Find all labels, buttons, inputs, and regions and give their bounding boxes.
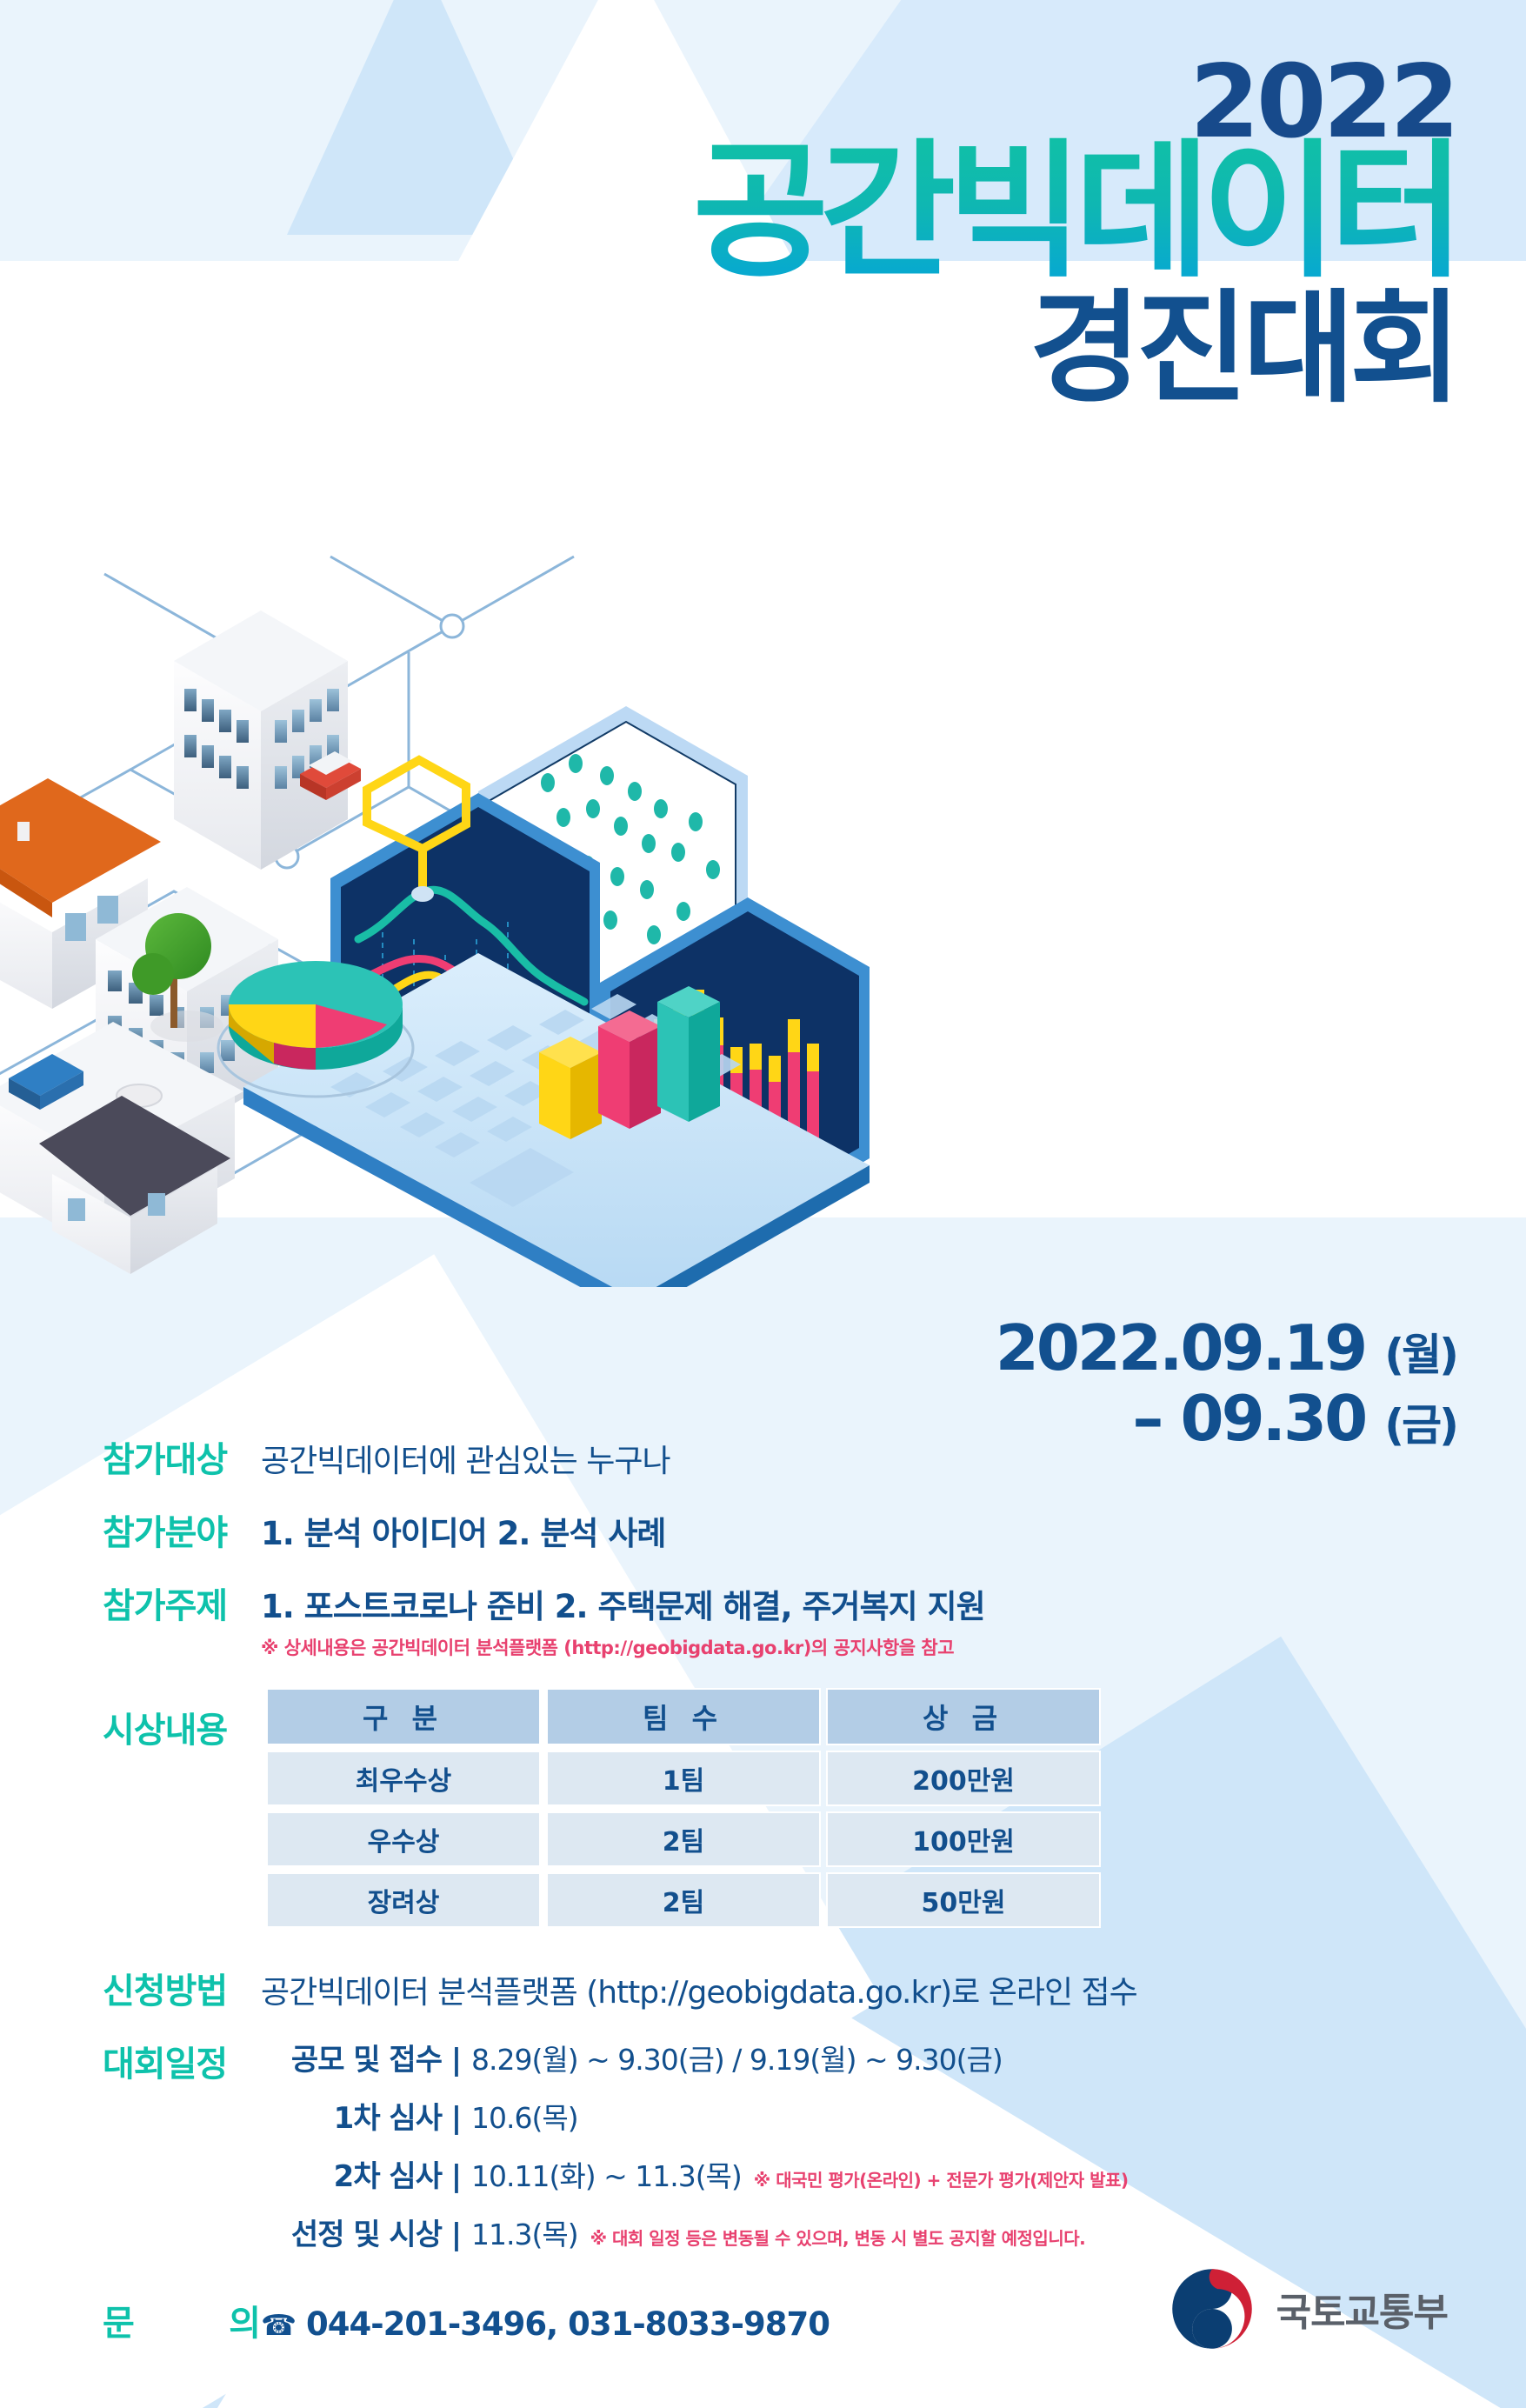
event-date-block: 2022.09.19 (월) – 09.30 (금) [995,1311,1459,1455]
note-topic: ※ 상세내용은 공간빅데이터 분석플랫폼 (http://geobigdata.… [261,1638,955,1658]
illustration-svg [0,555,870,1317]
prize-cell-teams: 1팀 [546,1751,821,1806]
schedule-name: 2차 심사 [333,2159,443,2194]
ministry-name: 국토교통부 [1276,2291,1449,2335]
prize-cell-category: 최우수상 [266,1751,541,1806]
label-apply: 신청방법 [103,1971,228,2011]
prize-cell-amount: 200만원 [826,1751,1101,1806]
year-heading: 2022 [1189,43,1460,161]
schedule-name: 공모 및 접수 [290,2043,443,2078]
prize-cell-category: 우수상 [266,1811,541,1867]
prize-col-category: 구 분 [266,1688,541,1745]
tooltip-marker [363,755,470,902]
illustration-smart-city [0,487,1130,1317]
prize-table: 구 분 팀 수 상 금 최우수상 1팀 200만원 우수상 2팀 100만원 [261,1683,1106,1933]
schedule-list: 공모 및 접수 | 8.29(월) ~ 9.30(금) / 9.19(월) ~ … [261,2036,1459,2269]
tree [132,913,223,1042]
event-date-end-day: (금) [1384,1399,1459,1451]
value-topic: 1. 포스트코로나 준비 2. 주택문제 해결, 주거복지 지원 [261,1588,986,1625]
schedule-value: 11.3(목) [471,2218,579,2251]
schedule-note: ※ 대국민 평가(온라인) + 전문가 평가(제안자 발표) [753,2170,1129,2191]
schedule-item-second-review: 2차 심사 | 10.11(화) ~ 11.3(목) ※ 대국민 평가(온라인)… [261,2152,1459,2195]
prize-col-teams: 팀 수 [546,1688,821,1745]
label-contact-char2: 의 [229,2304,261,2344]
contact-section: 문 의 ☎ 044-201-3496, 031-8033-9870 [103,2295,1459,2345]
topic-body: 1. 포스트코로나 준비 2. 주택문제 해결, 주거복지 지원 ※ 상세내용은… [261,1580,986,1660]
label-topic: 참가주제 [103,1586,228,1626]
schedule-separator: | [450,2101,463,2136]
schedule-item-submission: 공모 및 접수 | 8.29(월) ~ 9.30(금) / 9.19(월) ~ … [261,2036,1459,2078]
prize-cell-category: 장려상 [266,1872,541,1928]
info-section: 참가대상 공간빅데이터에 관심있는 누구나 참가분야 1. 분석 아이디어 2.… [103,1431,1459,2345]
schedule-value: 10.6(목) [471,2101,579,2135]
schedule-separator: | [450,2159,463,2194]
table-row: 우수상 2팀 100만원 [266,1811,1101,1867]
footer-logo: 국토교통부 [1167,2264,1449,2354]
event-date-line-1: 2022.09.19 (월) [995,1311,1459,1384]
page-subtitle: 경진대회 [1029,278,1462,420]
info-row-topic: 참가주제 1. 포스트코로나 준비 2. 주택문제 해결, 주거복지 지원 ※ … [103,1578,1459,1660]
label-target: 참가대상 [103,1440,228,1480]
info-row-target: 참가대상 공간빅데이터에 관심있는 누구나 [103,1431,1459,1482]
contact-phone-value: 044-201-3496, 031-8033-9870 [306,2305,830,2343]
event-date-line-2: – 09.30 (금) [996,1381,1459,1455]
schedule-name: 1차 심사 [333,2101,443,2136]
prize-cell-amount: 100만원 [826,1811,1101,1867]
info-row-apply: 신청방법 공간빅데이터 분석플랫폼 (http://geobigdata.go.… [103,1963,1459,2013]
prize-cell-teams: 2팀 [546,1811,821,1867]
prize-cell-teams: 2팀 [546,1872,821,1928]
event-date-start: 2022.09.19 [995,1311,1368,1384]
house-building [0,778,161,1009]
schedule-name: 선정 및 시상 [290,2218,443,2252]
schedule-item-award: 선정 및 시상 | 11.3(목) ※ 대회 일정 등은 변동될 수 있으며, … [261,2211,1459,2253]
label-contact-char1: 문 [103,2304,135,2344]
prize-cell-amount: 50만원 [826,1872,1101,1928]
prize-section: 시상내용 구 분 팀 수 상 금 최우수상 1팀 200만원 [103,1683,1459,1933]
prize-col-amount: 상 금 [826,1688,1101,1745]
prize-table-header-row: 구 분 팀 수 상 금 [266,1688,1101,1745]
label-contact: 문 의 [103,2295,261,2345]
schedule-separator: | [450,2043,463,2078]
schedule-note: ※ 대회 일정 등은 변동될 수 있으며, 변동 시 별도 공지할 예정입니다. [590,2228,1086,2249]
label-field: 참가분야 [103,1513,228,1553]
info-row-field: 참가분야 1. 분석 아이디어 2. 분석 사례 [103,1504,1459,1555]
value-apply: 공간빅데이터 분석플랫폼 (http://geobigdata.go.kr)로 … [261,1975,1138,2011]
schedule-item-first-review: 1차 심사 | 10.6(목) [261,2094,1459,2137]
event-date-start-day: (월) [1384,1330,1459,1380]
contact-phone: ☎ 044-201-3496, 031-8033-9870 [261,2305,830,2343]
value-target: 공간빅데이터에 관심있는 누구나 [261,1444,671,1479]
bar-chart-3d-standalone [539,986,720,1139]
schedule-section: 대회일정 공모 및 접수 | 8.29(월) ~ 9.30(금) / 9.19(… [103,2036,1459,2269]
truck-blue [9,1054,83,1110]
table-row: 장려상 2팀 50만원 [266,1872,1101,1928]
label-schedule: 대회일정 [103,2044,228,2084]
label-prize: 시상내용 [103,1711,228,1751]
korea-government-taegeuk-logo-icon [1171,2269,1252,2349]
schedule-value: 10.11(화) ~ 11.3(목) [471,2159,743,2193]
telephone-icon: ☎ [261,2308,297,2342]
pie-chart-3d-standalone [217,961,415,1098]
value-field: 1. 분석 아이디어 2. 분석 사례 [261,1515,666,1552]
office-tower-tall [174,610,348,870]
schedule-value: 8.29(월) ~ 9.30(금) / 9.19(월) ~ 9.30(금) [471,2043,1003,2077]
table-row: 최우수상 1팀 200만원 [266,1751,1101,1806]
schedule-separator: | [450,2218,463,2252]
event-date-end: – 09.30 [1132,1381,1368,1455]
page-title: 공간빅데이터 [692,126,1465,298]
car-red [300,751,361,800]
house-dark-roof [39,1096,230,1274]
